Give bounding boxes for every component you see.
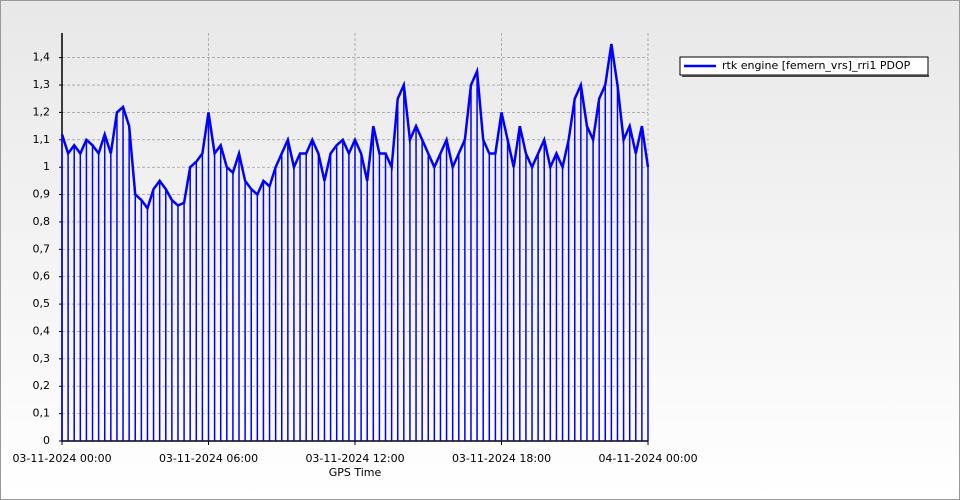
series-line bbox=[60, 43, 650, 211]
y-tick-label: 1,1 bbox=[33, 133, 51, 146]
x-tick-label: 03-11-2024 18:00 bbox=[452, 452, 551, 465]
y-tick-label: 0,6 bbox=[33, 270, 51, 283]
y-tick-label: 1 bbox=[43, 160, 50, 173]
x-tick-label: 03-11-2024 06:00 bbox=[159, 452, 258, 465]
legend-label: rtk engine [femern_vrs]_rri1 PDOP bbox=[722, 59, 911, 72]
x-tick-label: 03-11-2024 12:00 bbox=[305, 452, 404, 465]
y-tick-label: 0 bbox=[43, 434, 50, 447]
x-tick-label: 03-11-2024 00:00 bbox=[12, 452, 111, 465]
y-tick-label: 0,2 bbox=[33, 379, 51, 392]
y-tick-label: 1,2 bbox=[33, 105, 51, 118]
y-tick-label: 0,3 bbox=[33, 352, 51, 365]
x-tick-label: 04-11-2024 00:00 bbox=[598, 452, 697, 465]
y-tick-label: 0,9 bbox=[33, 188, 51, 201]
y-tick-label: 1,4 bbox=[33, 51, 51, 64]
y-tick-label: 0,7 bbox=[33, 242, 51, 255]
y-tick-label: 0,4 bbox=[33, 324, 51, 337]
y-tick-label: 1,3 bbox=[33, 78, 51, 91]
x-axis-label: GPS Time bbox=[329, 466, 382, 479]
y-tick-label: 0,8 bbox=[33, 215, 51, 228]
y-tick-label: 0,1 bbox=[33, 407, 51, 420]
y-tick-label: 0,5 bbox=[33, 297, 51, 310]
